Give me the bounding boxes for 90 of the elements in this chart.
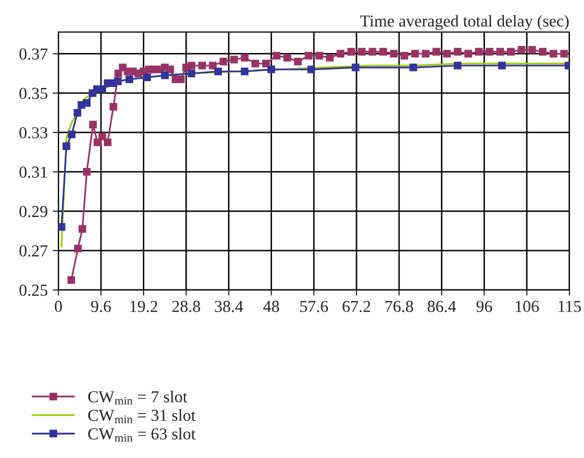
point xyxy=(454,48,462,56)
point xyxy=(89,120,97,128)
point xyxy=(304,52,312,60)
y-tick-label: 0.33 xyxy=(19,127,48,138)
y-tick-label: 0.37 xyxy=(19,48,48,60)
point xyxy=(518,46,526,54)
y-tick-label: 0.31 xyxy=(19,166,47,178)
point xyxy=(74,244,82,252)
point xyxy=(114,77,122,86)
point xyxy=(409,64,418,72)
point xyxy=(166,66,174,74)
point xyxy=(538,48,547,56)
point xyxy=(208,62,217,70)
point xyxy=(454,62,462,70)
point xyxy=(267,66,276,74)
point xyxy=(58,223,66,231)
point xyxy=(432,48,440,56)
point xyxy=(272,52,280,60)
point xyxy=(379,48,387,56)
point xyxy=(315,52,324,60)
x-tick-label: 0 xyxy=(54,300,62,312)
point xyxy=(560,50,568,58)
point xyxy=(443,50,451,58)
point xyxy=(486,48,494,56)
x-tick-label: 57.6 xyxy=(300,300,328,312)
point xyxy=(143,74,151,82)
y-tick-label: 0.35 xyxy=(19,88,48,100)
point xyxy=(400,52,408,60)
point xyxy=(294,58,302,66)
x-tick-label: 67.2 xyxy=(342,300,370,312)
point xyxy=(498,62,506,70)
point xyxy=(62,142,70,150)
point xyxy=(98,132,106,140)
legend-label: CW$_{min}$ = 7 slot xyxy=(88,390,188,405)
point xyxy=(496,48,504,56)
point xyxy=(358,48,366,56)
x-tick-label: 28.8 xyxy=(172,300,200,312)
point xyxy=(464,50,472,58)
point xyxy=(198,62,206,70)
point xyxy=(68,130,76,138)
point xyxy=(230,56,238,64)
point xyxy=(82,168,91,176)
point xyxy=(126,75,134,84)
y-tick-label: 0.25 xyxy=(19,284,48,296)
x-tick-label: 19.2 xyxy=(130,300,158,312)
point xyxy=(188,62,196,70)
x-tick-label: 48 xyxy=(263,300,280,312)
y-tick-label: 0.27 xyxy=(19,245,48,257)
point xyxy=(240,54,249,62)
x-tick-label: 86.4 xyxy=(428,300,456,312)
point xyxy=(98,85,106,93)
point xyxy=(347,48,355,56)
chart-title: Time averaged total delay (sec) xyxy=(360,14,569,30)
point xyxy=(411,50,419,58)
point xyxy=(390,50,398,58)
point xyxy=(528,46,536,54)
point xyxy=(161,72,169,80)
point xyxy=(67,276,76,284)
point xyxy=(177,75,185,84)
point xyxy=(240,68,249,76)
point xyxy=(283,54,292,62)
point xyxy=(252,60,260,68)
point xyxy=(220,58,228,66)
point xyxy=(475,48,483,56)
point xyxy=(352,64,360,72)
point xyxy=(307,66,316,74)
point xyxy=(74,108,82,117)
point xyxy=(78,225,86,233)
legend-label: CW$_{min}$ = 63 slot xyxy=(88,428,196,442)
x-tick-label: 106 xyxy=(516,300,539,312)
point xyxy=(550,50,558,58)
point xyxy=(368,48,376,56)
point xyxy=(326,54,334,62)
point xyxy=(94,138,102,146)
x-tick-label: 9.6 xyxy=(91,300,111,312)
x-tick-label: 38.4 xyxy=(214,300,244,312)
point xyxy=(262,60,270,68)
legend-label: CW$_{min}$ = 31 slot xyxy=(88,409,196,424)
point xyxy=(214,68,222,76)
y-tick-label: 0.29 xyxy=(19,206,48,218)
point xyxy=(82,99,91,107)
x-tick-label: 96 xyxy=(476,300,492,312)
point xyxy=(110,103,118,111)
point xyxy=(188,70,196,78)
point xyxy=(336,50,344,58)
x-tick-label: 76.8 xyxy=(386,300,414,312)
point xyxy=(104,138,112,146)
point xyxy=(507,48,515,56)
point xyxy=(422,50,430,58)
x-tick-label: 115 xyxy=(558,300,581,312)
